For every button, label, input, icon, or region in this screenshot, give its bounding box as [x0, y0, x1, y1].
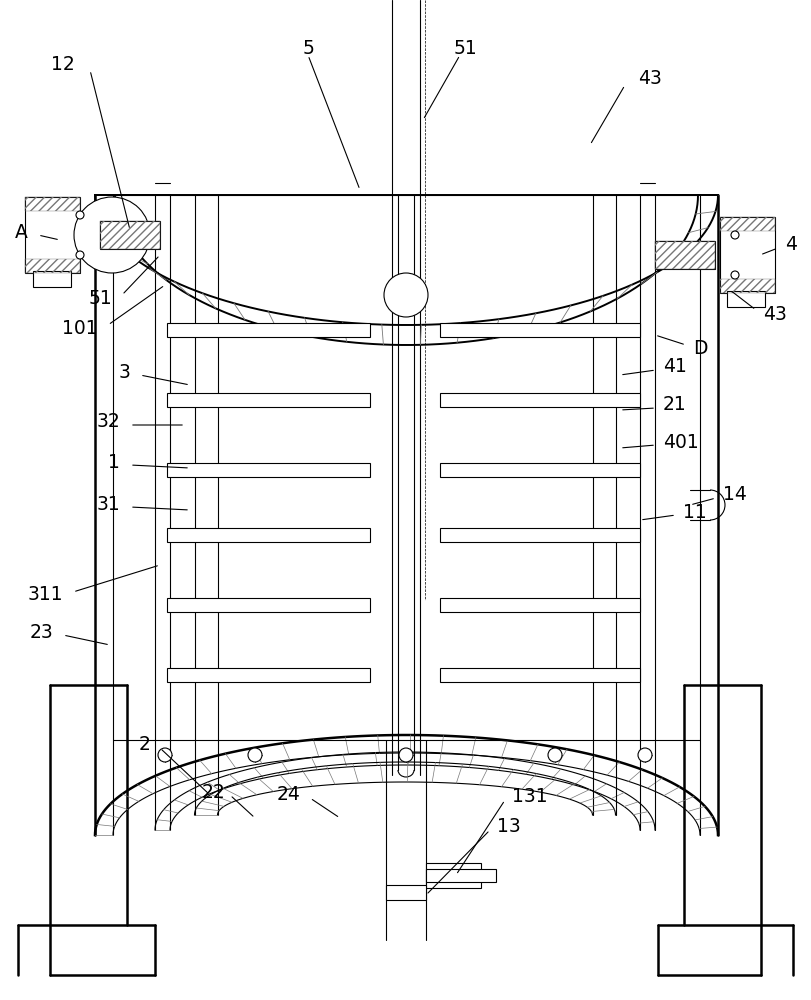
- Bar: [426, 868, 496, 882]
- Circle shape: [248, 748, 262, 762]
- Bar: [100, 221, 160, 249]
- Text: D: D: [693, 338, 707, 358]
- Circle shape: [76, 211, 84, 219]
- Bar: [727, 291, 765, 307]
- Text: 22: 22: [201, 782, 225, 802]
- Text: 24: 24: [276, 786, 300, 804]
- Bar: [440, 668, 640, 682]
- Text: 21: 21: [663, 395, 687, 414]
- Bar: [426, 862, 481, 888]
- Text: 3: 3: [118, 362, 130, 381]
- Circle shape: [74, 197, 150, 273]
- Bar: [720, 279, 775, 293]
- Bar: [33, 271, 71, 287]
- Text: 31: 31: [97, 494, 120, 514]
- Circle shape: [76, 251, 84, 259]
- Text: 14: 14: [723, 486, 747, 504]
- Bar: [720, 217, 775, 293]
- Text: 131: 131: [512, 788, 547, 806]
- Circle shape: [384, 273, 428, 317]
- Bar: [25, 197, 80, 211]
- Text: A: A: [15, 223, 28, 241]
- Bar: [167, 323, 370, 337]
- Circle shape: [548, 748, 562, 762]
- Text: 43: 43: [638, 68, 662, 88]
- Bar: [720, 217, 775, 231]
- Bar: [167, 463, 370, 477]
- Text: 43: 43: [763, 306, 787, 324]
- Text: 4: 4: [785, 235, 797, 254]
- Circle shape: [158, 748, 172, 762]
- Bar: [655, 241, 715, 269]
- Bar: [440, 528, 640, 542]
- Bar: [25, 197, 80, 273]
- Bar: [386, 885, 426, 900]
- Bar: [167, 528, 370, 542]
- Text: 401: 401: [663, 432, 699, 452]
- Circle shape: [731, 231, 739, 239]
- Bar: [25, 259, 80, 273]
- Text: 5: 5: [302, 38, 314, 57]
- Bar: [167, 668, 370, 682]
- Circle shape: [638, 748, 652, 762]
- Text: 101: 101: [62, 319, 98, 338]
- Bar: [100, 221, 160, 249]
- Text: 32: 32: [97, 412, 120, 431]
- Circle shape: [731, 271, 739, 279]
- Bar: [440, 598, 640, 612]
- Bar: [440, 323, 640, 337]
- Bar: [655, 241, 715, 269]
- Text: 41: 41: [663, 358, 687, 376]
- Bar: [167, 598, 370, 612]
- Text: 51: 51: [88, 288, 112, 308]
- Bar: [167, 393, 370, 407]
- Text: 1: 1: [108, 452, 120, 472]
- Bar: [440, 463, 640, 477]
- Bar: [440, 393, 640, 407]
- Text: 13: 13: [497, 817, 521, 836]
- Circle shape: [399, 748, 413, 762]
- Text: 51: 51: [453, 38, 477, 57]
- Text: 11: 11: [683, 502, 706, 522]
- Text: 311: 311: [28, 585, 63, 604]
- Text: 2: 2: [138, 736, 150, 754]
- Text: 12: 12: [51, 55, 75, 75]
- Text: 23: 23: [29, 622, 53, 642]
